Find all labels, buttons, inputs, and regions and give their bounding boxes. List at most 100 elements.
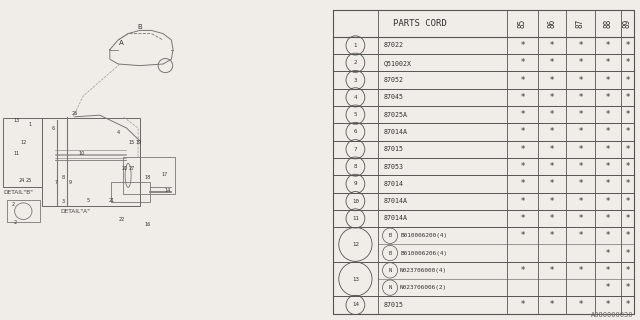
Text: 87014A: 87014A bbox=[384, 129, 408, 135]
Text: B010006200(4): B010006200(4) bbox=[400, 233, 447, 238]
Text: 87014A: 87014A bbox=[384, 215, 408, 221]
Text: *: * bbox=[579, 266, 582, 275]
Text: *: * bbox=[605, 214, 610, 223]
Text: *: * bbox=[625, 76, 630, 84]
Text: 14: 14 bbox=[165, 188, 171, 193]
Text: 5: 5 bbox=[86, 197, 90, 203]
Text: *: * bbox=[550, 162, 554, 171]
Text: B: B bbox=[138, 24, 142, 30]
Text: *: * bbox=[550, 58, 554, 67]
Text: B: B bbox=[388, 251, 392, 256]
Text: 8: 8 bbox=[354, 164, 357, 169]
Text: 3: 3 bbox=[354, 77, 357, 83]
Text: 21: 21 bbox=[108, 197, 115, 203]
Text: A: A bbox=[119, 40, 124, 46]
Text: *: * bbox=[605, 266, 610, 275]
Text: 87025A: 87025A bbox=[384, 112, 408, 118]
Text: N023706006(2): N023706006(2) bbox=[400, 285, 447, 290]
Text: 12: 12 bbox=[352, 242, 359, 247]
Text: *: * bbox=[520, 93, 525, 102]
Text: 87014A: 87014A bbox=[384, 198, 408, 204]
Text: 87015: 87015 bbox=[384, 302, 404, 308]
Text: *: * bbox=[625, 231, 630, 240]
Text: *: * bbox=[625, 93, 630, 102]
Text: *: * bbox=[550, 300, 554, 309]
Text: DETAIL"A": DETAIL"A" bbox=[60, 209, 90, 214]
Text: *: * bbox=[520, 145, 525, 154]
Text: *: * bbox=[520, 231, 525, 240]
Text: 87053: 87053 bbox=[384, 164, 404, 170]
Text: 86: 86 bbox=[548, 19, 557, 28]
Text: A880000030: A880000030 bbox=[591, 312, 634, 318]
Text: B010006206(4): B010006206(4) bbox=[400, 251, 447, 256]
Text: *: * bbox=[579, 110, 582, 119]
Text: *: * bbox=[579, 214, 582, 223]
Text: *: * bbox=[579, 231, 582, 240]
Text: *: * bbox=[520, 300, 525, 309]
Text: *: * bbox=[579, 197, 582, 206]
Text: 11: 11 bbox=[352, 216, 359, 221]
Text: 85: 85 bbox=[518, 19, 527, 28]
Text: 2: 2 bbox=[354, 60, 357, 65]
Text: *: * bbox=[579, 93, 582, 102]
Text: 11: 11 bbox=[13, 151, 20, 156]
Text: *: * bbox=[605, 145, 610, 154]
Text: 16: 16 bbox=[145, 221, 151, 227]
Text: *: * bbox=[625, 300, 630, 309]
Text: *: * bbox=[605, 231, 610, 240]
Text: *: * bbox=[625, 127, 630, 136]
Text: *: * bbox=[550, 197, 554, 206]
Text: *: * bbox=[579, 127, 582, 136]
Text: *: * bbox=[605, 110, 610, 119]
Text: N: N bbox=[388, 268, 392, 273]
Text: *: * bbox=[550, 127, 554, 136]
Text: 22: 22 bbox=[118, 217, 125, 222]
Text: *: * bbox=[625, 249, 630, 258]
Text: *: * bbox=[579, 300, 582, 309]
Text: 26: 26 bbox=[72, 111, 78, 116]
Text: 13: 13 bbox=[352, 276, 359, 282]
Text: *: * bbox=[579, 162, 582, 171]
Text: DETAIL"B": DETAIL"B" bbox=[3, 189, 33, 195]
Text: *: * bbox=[550, 93, 554, 102]
Text: 27: 27 bbox=[129, 165, 134, 171]
Text: 4: 4 bbox=[116, 130, 120, 135]
Text: *: * bbox=[625, 197, 630, 206]
Text: 87045: 87045 bbox=[384, 94, 404, 100]
Text: 87015: 87015 bbox=[384, 146, 404, 152]
Text: *: * bbox=[520, 197, 525, 206]
Text: *: * bbox=[550, 145, 554, 154]
Text: *: * bbox=[625, 266, 630, 275]
Text: *: * bbox=[625, 41, 630, 50]
Text: 24: 24 bbox=[19, 178, 25, 183]
Text: *: * bbox=[605, 197, 610, 206]
Text: *: * bbox=[520, 58, 525, 67]
Text: 2: 2 bbox=[13, 220, 17, 225]
Text: 9: 9 bbox=[68, 180, 72, 185]
Text: 87: 87 bbox=[576, 19, 585, 28]
Text: 18: 18 bbox=[145, 175, 151, 180]
Text: *: * bbox=[605, 179, 610, 188]
Text: *: * bbox=[605, 249, 610, 258]
Text: 87052: 87052 bbox=[384, 77, 404, 83]
Text: *: * bbox=[520, 127, 525, 136]
Text: *: * bbox=[550, 110, 554, 119]
Text: 14: 14 bbox=[352, 302, 359, 308]
Text: *: * bbox=[625, 162, 630, 171]
Text: *: * bbox=[520, 179, 525, 188]
Text: 25: 25 bbox=[25, 178, 31, 183]
Text: *: * bbox=[550, 41, 554, 50]
Text: 2: 2 bbox=[12, 202, 15, 207]
Text: *: * bbox=[605, 300, 610, 309]
Text: 9: 9 bbox=[354, 181, 357, 186]
Text: 87022: 87022 bbox=[384, 43, 404, 48]
Text: *: * bbox=[550, 214, 554, 223]
Text: 1: 1 bbox=[28, 122, 31, 127]
Text: *: * bbox=[605, 283, 610, 292]
Text: 17: 17 bbox=[162, 172, 168, 177]
Text: 1: 1 bbox=[354, 43, 357, 48]
Text: *: * bbox=[605, 76, 610, 84]
Text: 10: 10 bbox=[352, 199, 359, 204]
Text: *: * bbox=[520, 110, 525, 119]
Text: *: * bbox=[579, 179, 582, 188]
